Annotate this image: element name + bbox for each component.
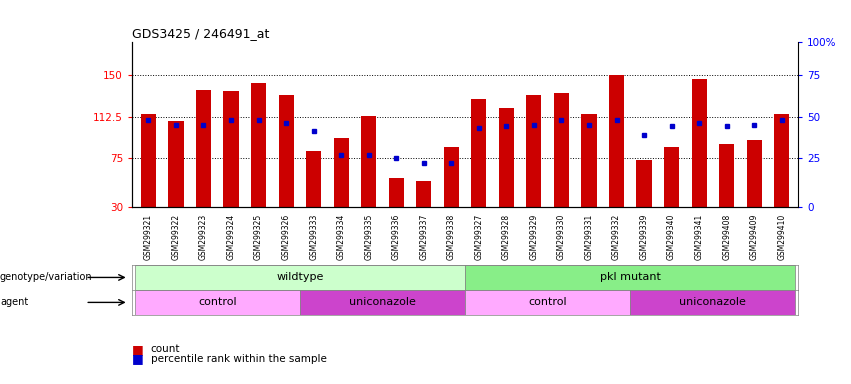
Bar [719,144,734,207]
Bar [493,42,520,207]
Bar [465,265,796,290]
Bar [658,42,685,207]
Text: ■: ■ [132,353,144,366]
Bar [768,42,796,207]
Bar [685,42,713,207]
Bar [471,99,487,207]
Bar [526,95,541,207]
Bar [196,89,211,207]
Bar [224,91,238,207]
Bar [300,42,328,207]
Bar [251,83,266,207]
Bar [278,95,294,207]
Bar [328,42,355,207]
Bar [134,265,465,290]
Bar [190,42,217,207]
Bar [141,114,156,207]
Bar [245,42,272,207]
Bar [410,42,437,207]
Bar [168,121,184,207]
Bar [272,42,300,207]
Bar [465,290,631,315]
Text: agent: agent [0,297,28,308]
Bar [713,42,740,207]
Bar [300,290,465,315]
Bar [163,42,190,207]
Bar [692,79,706,207]
Bar [134,290,300,315]
Bar [334,138,349,207]
Text: genotype/variation: genotype/variation [0,272,93,283]
Text: ■: ■ [132,343,144,356]
Bar [389,178,404,207]
Bar [631,42,658,207]
Bar [306,151,321,207]
Bar [416,181,431,207]
Text: GDS3425 / 246491_at: GDS3425 / 246491_at [132,26,269,40]
Bar [774,114,789,207]
Text: control: control [528,297,567,308]
Text: pkl mutant: pkl mutant [600,272,660,283]
Text: uniconazole: uniconazole [679,297,746,308]
Bar [554,93,569,207]
Bar [437,42,465,207]
Text: count: count [151,344,180,354]
Bar [603,42,631,207]
Bar [134,42,163,207]
Bar [443,147,459,207]
Bar [548,42,575,207]
Bar [664,147,679,207]
Text: uniconazole: uniconazole [349,297,416,308]
Bar [520,42,548,207]
Bar [355,42,382,207]
Bar [631,290,796,315]
Bar [465,42,493,207]
Bar [746,140,762,207]
Bar [382,42,410,207]
Bar [637,160,652,207]
Text: control: control [198,297,237,308]
Text: percentile rank within the sample: percentile rank within the sample [151,354,327,364]
Text: wildtype: wildtype [277,272,323,283]
Bar [361,116,376,207]
Bar [575,42,603,207]
Bar [581,114,597,207]
Bar [740,42,768,207]
Bar [217,42,245,207]
Bar [499,108,514,207]
Bar [609,75,624,207]
